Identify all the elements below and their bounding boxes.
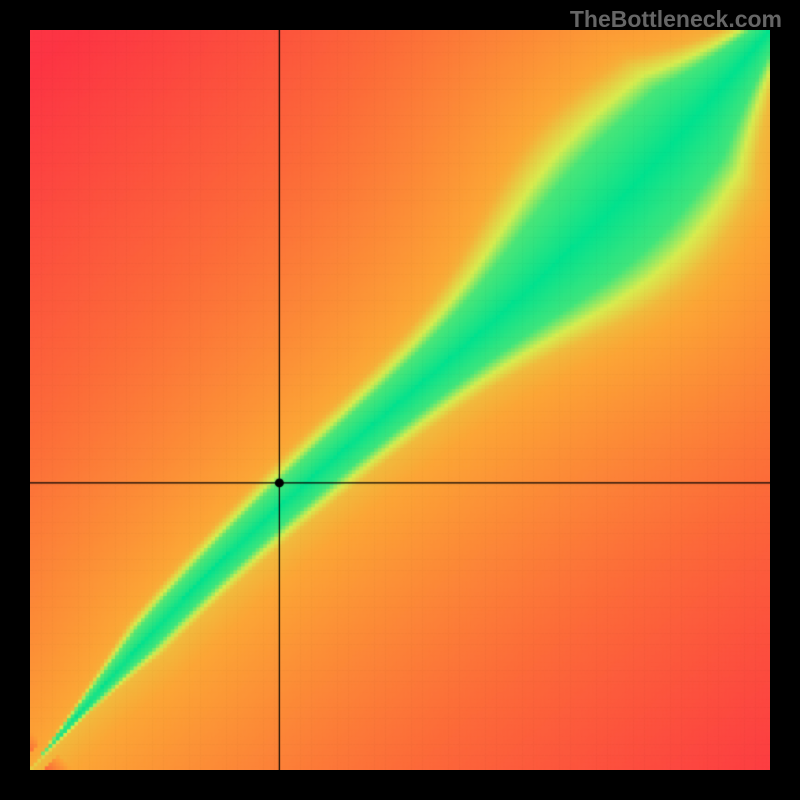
heatmap-canvas xyxy=(30,30,770,770)
chart-container: TheBottleneck.com xyxy=(0,0,800,800)
watermark-text: TheBottleneck.com xyxy=(570,6,782,33)
plot-frame xyxy=(30,30,770,770)
